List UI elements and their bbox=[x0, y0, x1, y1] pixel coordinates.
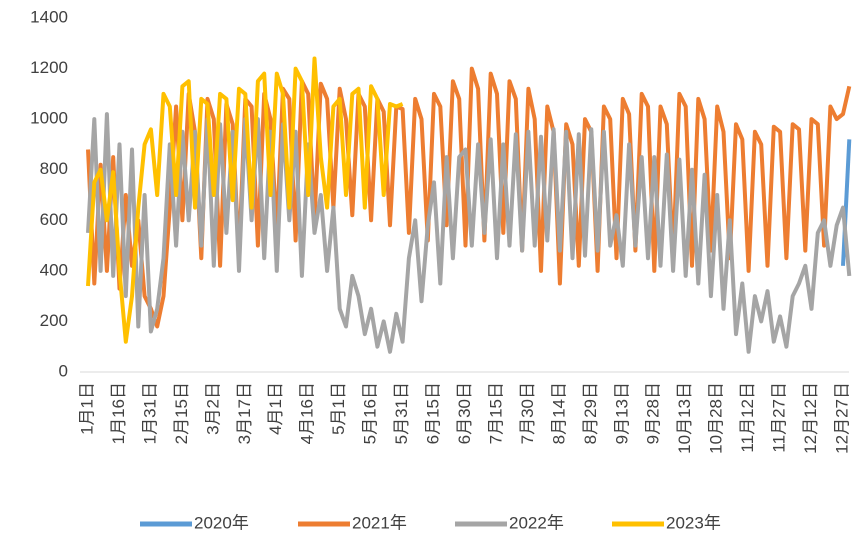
y-tick-label: 600 bbox=[40, 210, 68, 229]
x-tick-label: 1月31日 bbox=[140, 382, 159, 444]
legend-label: 2023年 bbox=[666, 513, 721, 532]
x-tick-label: 4月16日 bbox=[298, 382, 317, 444]
y-tick-label: 0 bbox=[59, 361, 68, 380]
y-tick-label: 400 bbox=[40, 260, 68, 279]
y-tick-label: 800 bbox=[40, 159, 68, 178]
y-tick-label: 200 bbox=[40, 311, 68, 330]
x-tick-label: 1月16日 bbox=[109, 382, 128, 444]
x-tick-label: 6月15日 bbox=[424, 382, 443, 444]
x-tick-label: 10月13日 bbox=[675, 382, 694, 454]
x-tick-label: 12月12日 bbox=[801, 382, 820, 454]
x-tick-label: 5月31日 bbox=[392, 382, 411, 444]
x-tick-label: 8月14日 bbox=[549, 382, 568, 444]
x-tick-label: 3月17日 bbox=[235, 382, 254, 444]
y-tick-label: 1000 bbox=[30, 109, 68, 128]
x-tick-label: 2月15日 bbox=[172, 382, 191, 444]
x-tick-label: 4月1日 bbox=[266, 382, 285, 435]
series-line bbox=[86, 112, 852, 354]
series-line bbox=[86, 66, 852, 329]
x-tick-label: 9月13日 bbox=[612, 382, 631, 444]
x-tick-label: 5月1日 bbox=[329, 382, 348, 435]
y-tick-label: 1400 bbox=[30, 7, 68, 26]
x-tick-label: 6月30日 bbox=[455, 382, 474, 444]
x-tick-label: 8月29日 bbox=[581, 382, 600, 444]
y-tick-label: 1200 bbox=[30, 58, 68, 77]
legend-label: 2021年 bbox=[352, 513, 407, 532]
x-tick-label: 1月1日 bbox=[77, 382, 96, 435]
series-line bbox=[86, 56, 404, 344]
series-line bbox=[841, 139, 852, 266]
x-tick-label: 7月15日 bbox=[486, 382, 505, 444]
x-tick-label: 11月27日 bbox=[770, 382, 789, 453]
x-tick-label: 10月28日 bbox=[707, 382, 726, 454]
legend-label: 2022年 bbox=[509, 513, 564, 532]
x-tick-label: 11月12日 bbox=[738, 382, 757, 453]
x-tick-label: 9月28日 bbox=[644, 382, 663, 444]
x-tick-label: 7月30日 bbox=[518, 382, 537, 444]
x-tick-label: 3月2日 bbox=[203, 382, 222, 435]
x-tick-label: 5月16日 bbox=[361, 382, 380, 444]
x-tick-label: 12月27日 bbox=[832, 382, 851, 454]
legend-label: 2020年 bbox=[194, 513, 249, 532]
